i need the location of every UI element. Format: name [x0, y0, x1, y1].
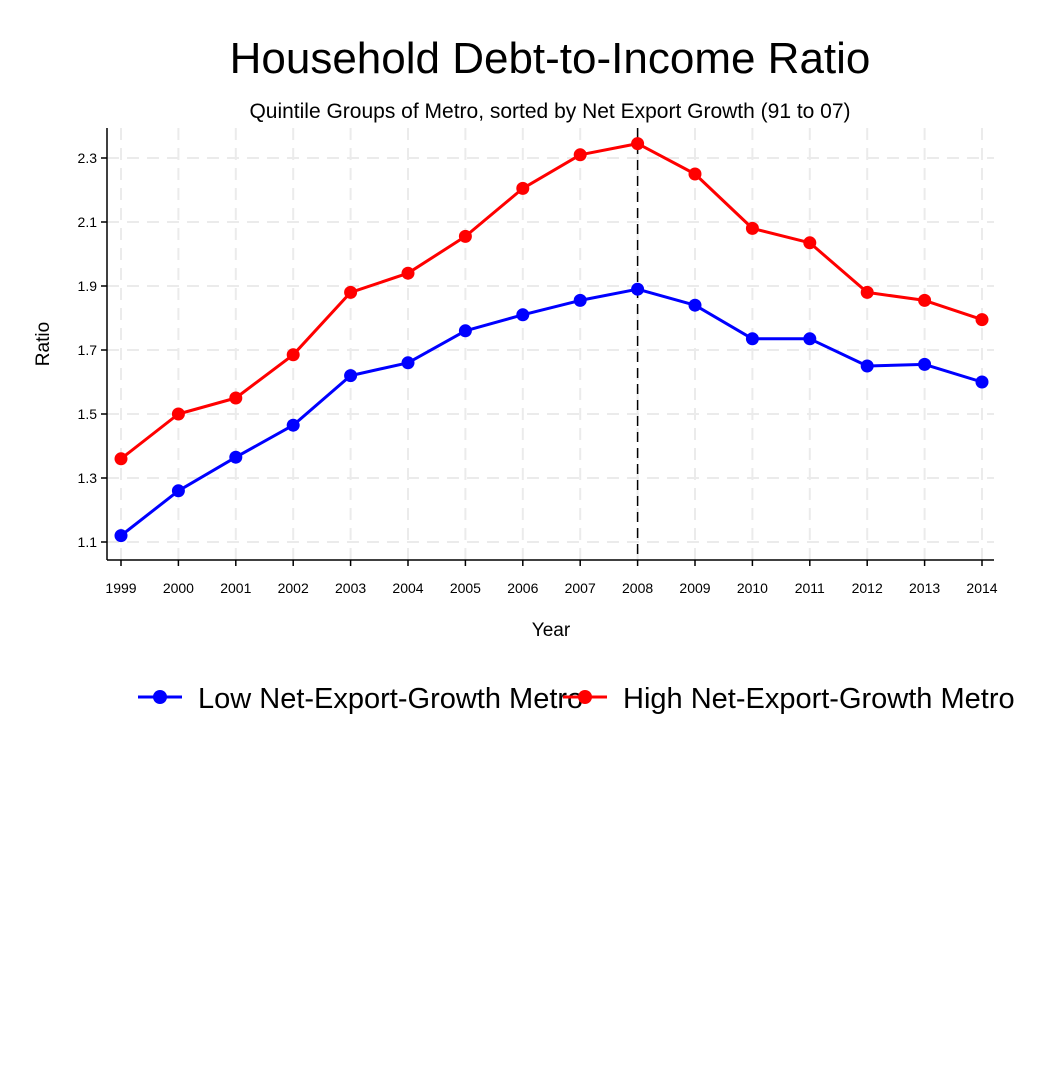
- y-tick-label: 1.7: [78, 342, 98, 358]
- data-point: [516, 308, 530, 322]
- data-point: [688, 167, 702, 181]
- data-point: [803, 332, 817, 346]
- x-tick-label: 2008: [622, 580, 653, 596]
- x-tick-label: 2007: [565, 580, 596, 596]
- y-tick-label: 1.9: [78, 278, 98, 294]
- data-point: [114, 452, 128, 466]
- legend-item: Low Net-Export-Growth Metro: [138, 683, 583, 715]
- data-point: [975, 375, 989, 389]
- series-high-net-export-growth: [114, 137, 989, 466]
- series-low-net-export-growth: [114, 282, 989, 543]
- data-point: [229, 391, 243, 405]
- series-line: [120, 287, 983, 537]
- data-point: [114, 529, 128, 543]
- data-point: [344, 285, 358, 299]
- data-point: [171, 484, 185, 498]
- tick-labels: 1.1 1.3 1.5 1.7 1.9 2.1 2.3 1999 2000 2001 2002 200…: [78, 150, 998, 596]
- x-tick-label: 2006: [507, 580, 538, 596]
- data-point: [918, 293, 932, 307]
- data-point: [286, 348, 300, 362]
- data-point: [401, 356, 415, 370]
- data-point: [860, 285, 874, 299]
- data-point: [401, 266, 415, 280]
- legend-swatch-marker: [578, 690, 592, 704]
- x-tick-label: 2013: [909, 580, 940, 596]
- x-tick-label: 2012: [852, 580, 883, 596]
- data-point: [860, 359, 874, 373]
- x-tick-label: 2001: [220, 580, 251, 596]
- data-point: [229, 450, 243, 464]
- y-tick-label: 1.5: [78, 406, 98, 422]
- x-tick-label: 2011: [795, 580, 825, 596]
- chart-subtitle: Quintile Groups of Metro, sorted by Net …: [249, 100, 850, 123]
- data-point: [573, 148, 587, 162]
- x-tick-label: 2009: [679, 580, 710, 596]
- x-axis-label: Year: [532, 620, 571, 641]
- chart-title: Household Debt-to-Income Ratio: [230, 34, 871, 83]
- series-line: [120, 142, 983, 460]
- data-point: [458, 229, 472, 243]
- y-tick-label: 2.1: [78, 214, 98, 230]
- data-point: [171, 407, 185, 421]
- data-point: [516, 181, 530, 195]
- y-tick-label: 1.1: [78, 534, 98, 550]
- x-tick-label: 1999: [105, 580, 136, 596]
- x-tick-label: 2010: [737, 580, 768, 596]
- data-point: [745, 221, 759, 235]
- data-point: [344, 369, 358, 383]
- data-point: [688, 298, 702, 312]
- legend-label: Low Net-Export-Growth Metro: [198, 683, 583, 715]
- data-point: [631, 137, 645, 151]
- legend: Low Net-Export-Growth Metro High Net-Expo…: [138, 683, 1015, 715]
- data-point: [458, 324, 472, 338]
- data-point: [803, 236, 817, 250]
- x-tick-label: 2000: [163, 580, 194, 596]
- y-axis-label: Ratio: [33, 322, 54, 366]
- data-point: [286, 418, 300, 432]
- x-tick-label: 2004: [392, 580, 423, 596]
- y-tick-label: 1.3: [78, 470, 98, 486]
- data-point: [918, 357, 932, 371]
- y-tick-label: 2.3: [78, 150, 98, 166]
- legend-item: High Net-Export-Growth Metro: [563, 683, 1015, 715]
- series-lines: [114, 137, 989, 543]
- x-tick-label: 2003: [335, 580, 366, 596]
- data-point: [573, 293, 587, 307]
- x-tick-label: 2005: [450, 580, 481, 596]
- x-tick-label: 2002: [278, 580, 309, 596]
- data-point: [975, 313, 989, 327]
- legend-label: High Net-Export-Growth Metro: [623, 683, 1015, 715]
- axes: [101, 128, 994, 566]
- data-point: [631, 282, 645, 296]
- x-tick-label: 2014: [966, 580, 997, 596]
- legend-swatch-marker: [153, 690, 167, 704]
- data-point: [745, 332, 759, 346]
